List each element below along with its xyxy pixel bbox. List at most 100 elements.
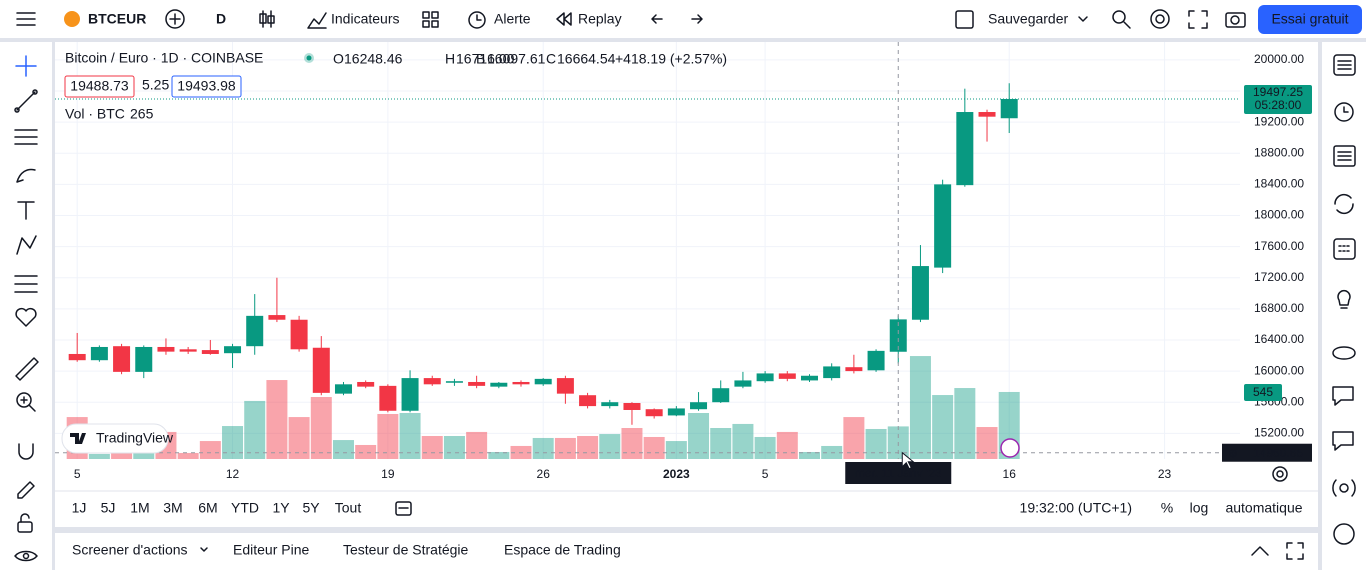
right-toolbar — [1322, 42, 1366, 570]
crosshair-price: 14950.65 — [1253, 446, 1303, 460]
candle-body — [734, 380, 752, 387]
indicators[interactable]: Indicateurs — [331, 11, 399, 27]
drawing-tools[interactable] — [14, 55, 39, 562]
candle-body — [978, 112, 996, 117]
x-tick-label: 12 — [226, 467, 240, 481]
candle-body — [179, 349, 197, 352]
volume-bar — [954, 388, 976, 459]
range-button[interactable]: 3M — [163, 500, 182, 516]
volume-bar — [643, 436, 665, 459]
volume-bar — [577, 435, 599, 459]
widget-bar[interactable] — [1332, 54, 1356, 545]
countdown: 05:28:00 — [1255, 98, 1302, 112]
replay-icon[interactable] — [556, 12, 572, 26]
candle-body — [667, 408, 685, 416]
volume-bar — [865, 428, 887, 459]
range-button[interactable]: 1M — [130, 500, 149, 516]
cursor — [901, 451, 915, 470]
candle-body — [823, 366, 841, 379]
trial: Essai gratuit — [1271, 11, 1348, 27]
legend-title: Bitcoin / Euro · 1D · COINBASE — [65, 50, 263, 66]
candle-body — [268, 315, 286, 320]
indicators-icon[interactable] — [307, 12, 327, 29]
volume-tag-label: 545 — [1253, 385, 1273, 399]
percent-toggle[interactable]: % — [1161, 500, 1173, 516]
add-symbol[interactable] — [165, 9, 185, 29]
trial-button[interactable] — [1258, 5, 1362, 34]
market-status-dot — [306, 55, 312, 61]
candle-body — [401, 378, 419, 411]
volume-bar — [488, 451, 510, 459]
range-button[interactable]: 5J — [101, 500, 116, 516]
screener-dropdown[interactable] — [200, 547, 208, 552]
range-button[interactable]: YTD — [231, 500, 259, 516]
y-tick-label: 17200.00 — [1254, 270, 1304, 284]
volume-bar — [443, 435, 465, 459]
range-button[interactable]: 6M — [198, 500, 217, 516]
legend-open: 16248.46 — [344, 51, 403, 67]
y-tick-label: 18400.00 — [1254, 177, 1304, 191]
crosshair-plus-icon: ⊕ — [1228, 446, 1238, 460]
layout-icon[interactable] — [422, 11, 439, 28]
range-button[interactable]: Tout — [335, 500, 362, 516]
candle-body — [556, 378, 574, 394]
range-button[interactable]: 1J — [72, 500, 87, 516]
volume-bar — [554, 437, 576, 459]
legend-o-label: O — [333, 51, 344, 67]
candle-body — [889, 319, 907, 352]
fullscreen[interactable] — [1188, 10, 1208, 29]
volume-bar — [177, 452, 199, 459]
maximize-panel[interactable] — [1286, 542, 1304, 560]
legend-h-label: H — [445, 51, 455, 67]
chart-type[interactable] — [259, 10, 275, 28]
ask-box — [171, 75, 242, 98]
alert-icon[interactable] — [468, 11, 486, 29]
search[interactable] — [1112, 10, 1131, 29]
menu-icon[interactable] — [16, 12, 36, 26]
settings[interactable] — [1150, 9, 1170, 29]
panel-tab[interactable]: Testeur de Stratégie — [343, 542, 469, 558]
snapshot[interactable] — [1225, 12, 1246, 28]
panel-tab[interactable]: Editeur Pine — [233, 542, 309, 558]
candle-body — [756, 373, 774, 382]
x-tick-label: 26 — [537, 467, 551, 481]
save-dropdown[interactable] — [1078, 16, 1088, 22]
collapse-panel[interactable] — [1251, 546, 1269, 556]
watermark-box — [61, 423, 169, 454]
volume-bar — [776, 431, 798, 459]
volume-bar — [665, 441, 687, 459]
candle-body — [357, 381, 375, 387]
legend-b-label: B — [476, 51, 485, 67]
bid: 19488.73 — [70, 78, 129, 94]
goto-date[interactable] — [395, 501, 412, 516]
log-toggle[interactable]: log — [1190, 500, 1209, 516]
volume-bar — [599, 434, 621, 459]
panel-tab[interactable]: Screener d'actions — [72, 542, 188, 558]
candle-body — [623, 402, 641, 410]
candle-body — [68, 353, 86, 361]
undo[interactable] — [651, 14, 663, 24]
range-button[interactable]: 5Y — [302, 500, 320, 516]
chart-panel — [55, 42, 1318, 527]
redo[interactable] — [691, 14, 703, 24]
candle-body — [490, 382, 508, 387]
panel-tab[interactable]: Espace de Trading — [504, 542, 621, 558]
volume-bar — [688, 412, 710, 459]
volume-bar — [244, 400, 266, 459]
crosshair-date: mer. 11 Janv '23 — [855, 466, 942, 480]
y-tick-label: 15200.00 — [1254, 425, 1304, 439]
axis-settings[interactable] — [1272, 466, 1288, 482]
volume-bar — [621, 428, 643, 459]
volume-bar — [754, 436, 776, 459]
volume-bar — [909, 356, 931, 459]
symbol-icon — [64, 11, 80, 27]
auto-toggle[interactable]: automatique — [1225, 500, 1302, 516]
layout-checkbox[interactable] — [955, 10, 974, 29]
clock: 19:32:00 (UTC+1) — [1020, 500, 1132, 516]
legend-change: +418.19 (+2.57%) — [615, 51, 727, 67]
candle-body — [956, 112, 974, 186]
y-tick-label: 19200.00 — [1254, 114, 1304, 128]
range-button[interactable]: 1Y — [272, 500, 290, 516]
candle-body — [423, 378, 441, 385]
candle-body — [845, 367, 863, 372]
